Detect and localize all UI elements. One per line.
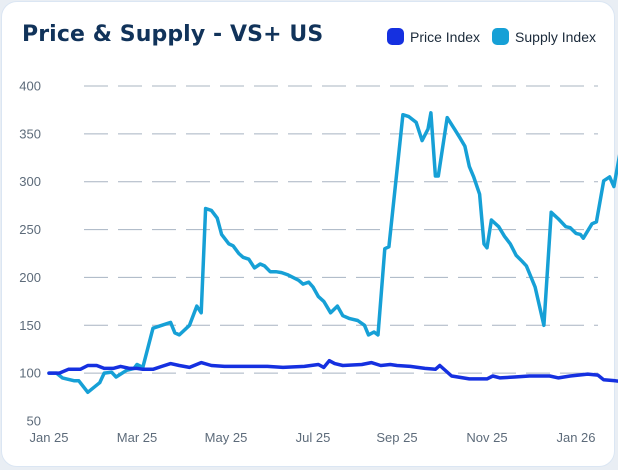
x-tick-label: Jan 26 (556, 430, 595, 445)
y-tick-label: 250 (19, 222, 41, 237)
y-tick-label: 150 (19, 318, 41, 333)
y-tick-label: 300 (19, 174, 41, 189)
legend-swatch-price-index (387, 28, 404, 45)
legend-label-supply-index: Supply Index (515, 28, 596, 45)
legend-item-supply-index[interactable]: Supply Index (492, 28, 596, 45)
x-tick-label: Jul 25 (296, 430, 331, 445)
x-tick-label: Mar 25 (117, 430, 157, 445)
y-tick-label: 200 (19, 270, 41, 285)
y-tick-label: 350 (19, 126, 41, 141)
legend-item-price-index[interactable]: Price Index (387, 28, 480, 45)
series-line-price-index (47, 358, 618, 383)
x-tick-label: Nov 25 (466, 430, 507, 445)
chart-legend: Price Index Supply Index (387, 28, 596, 45)
y-tick-label: 400 (19, 79, 41, 94)
legend-swatch-supply-index (492, 28, 510, 45)
y-tick-label: 50 (27, 414, 41, 429)
x-tick-label: Sep 25 (376, 430, 417, 445)
y-tick-label: 100 (19, 366, 41, 381)
chart-title: Price & Supply - VS+ US (22, 22, 324, 47)
series-line-supply-index (47, 111, 618, 395)
x-tick-label: Jan 25 (29, 430, 68, 445)
x-tick-label: May 25 (205, 430, 248, 445)
legend-label-price-index: Price Index (410, 28, 481, 45)
